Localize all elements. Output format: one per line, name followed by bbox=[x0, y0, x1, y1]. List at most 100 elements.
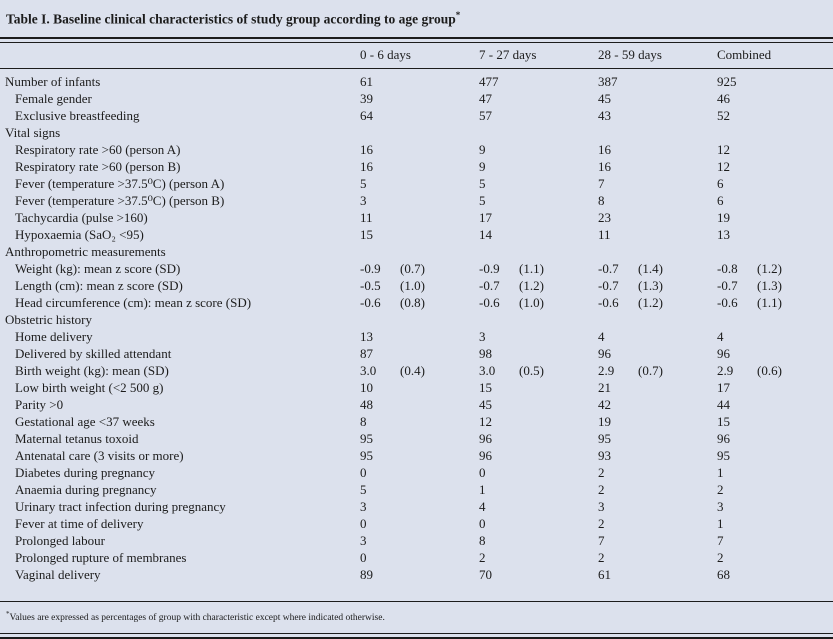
cell-value: 3 bbox=[360, 498, 367, 514]
table-row: Weight (kg): mean z score (SD) -0.9 (0.7) -… bbox=[0, 260, 833, 277]
cell-sd-value bbox=[515, 481, 594, 498]
section-label: Obstetric history bbox=[5, 311, 93, 327]
cell-value: 16 bbox=[360, 141, 373, 157]
cell-value: 1 bbox=[717, 464, 724, 480]
cell-value: 2.9 bbox=[717, 362, 734, 378]
cell-value: 3 bbox=[360, 532, 367, 548]
cell-value: 8 bbox=[479, 532, 486, 548]
row-label: Exclusive breastfeeding bbox=[15, 107, 140, 123]
cell-sd-value: (0.7) bbox=[638, 362, 663, 378]
cell-value: 98 bbox=[479, 345, 492, 361]
table-row: Length (cm): mean z score (SD) -0.5 (1.0) -… bbox=[0, 277, 833, 294]
cell-sd-value: (0.6) bbox=[757, 362, 782, 378]
cell-value: 12 bbox=[717, 141, 730, 157]
cell-value: 8 bbox=[360, 413, 367, 429]
cell-sd-value bbox=[634, 498, 713, 515]
footnote-superscript: * bbox=[6, 609, 10, 618]
cell-sd-value bbox=[753, 379, 833, 396]
cell-value bbox=[356, 124, 396, 141]
cell-sd-value bbox=[634, 345, 713, 362]
cell-sd-value bbox=[753, 73, 833, 90]
section-label: Vital signs bbox=[5, 124, 61, 140]
cell-value: 96 bbox=[717, 430, 730, 446]
row-label: Low birth weight (<2 500 g) bbox=[15, 379, 164, 395]
cell-sd-value bbox=[634, 566, 713, 583]
table-row: Diabetes during pregnancy 0 0 2 1 bbox=[0, 464, 833, 481]
cell-value: 16 bbox=[598, 158, 611, 174]
cell-value: 15 bbox=[479, 379, 492, 395]
cell-sd-value: (1.2) bbox=[638, 294, 663, 310]
cell-value: 2 bbox=[717, 549, 724, 565]
cell-value: 96 bbox=[598, 345, 611, 361]
cell-sd-value bbox=[396, 379, 475, 396]
cell-value: 16 bbox=[598, 141, 611, 157]
row-label: Vaginal delivery bbox=[15, 566, 101, 582]
cell-value: 61 bbox=[598, 566, 611, 582]
table-row: Head circumference (cm): mean z score (S… bbox=[0, 294, 833, 311]
cell-value: 12 bbox=[479, 413, 492, 429]
cell-value: 3.0 bbox=[479, 362, 496, 378]
cell-value bbox=[594, 311, 634, 328]
section-label: Anthropometric measurements bbox=[5, 243, 166, 259]
cell-value: 43 bbox=[598, 107, 611, 123]
cell-sd-value bbox=[634, 107, 713, 124]
cell-value: 13 bbox=[717, 226, 730, 242]
cell-sd-value bbox=[634, 311, 713, 328]
cell-sd-value bbox=[634, 532, 713, 549]
table-row: Prolonged labour 3 8 7 7 bbox=[0, 532, 833, 549]
cell-value: 3 bbox=[479, 328, 486, 344]
row-label: Fever (temperature >37.5⁰C) (person B) bbox=[15, 192, 225, 208]
cell-sd-value bbox=[396, 209, 475, 226]
cell-sd-value: (1.3) bbox=[757, 277, 782, 293]
cell-value: 42 bbox=[598, 396, 611, 412]
cell-sd-value bbox=[753, 464, 833, 481]
cell-sd-value bbox=[634, 379, 713, 396]
cell-sd-value bbox=[515, 515, 594, 532]
cell-value: 93 bbox=[598, 447, 611, 463]
cell-sd-value bbox=[396, 464, 475, 481]
cell-value: 7 bbox=[598, 532, 605, 548]
cell-sd-value bbox=[515, 209, 594, 226]
cell-value: 2 bbox=[598, 481, 605, 497]
row-label: Diabetes during pregnancy bbox=[15, 464, 156, 480]
cell-value: 9 bbox=[479, 158, 486, 174]
cell-value bbox=[594, 243, 634, 260]
cell-sd-value: (1.4) bbox=[638, 260, 663, 276]
table-row: Maternal tetanus toxoid 95 96 95 96 bbox=[0, 430, 833, 447]
row-label: Female gender bbox=[15, 90, 92, 106]
column-header-row: 0 - 6 days 7 - 27 days 28 - 59 days Comb… bbox=[0, 43, 833, 68]
cell-value: 1 bbox=[717, 515, 724, 531]
table-row: Prolonged rupture of membranes 0 2 2 2 bbox=[0, 549, 833, 566]
cell-value: -0.6 bbox=[717, 294, 738, 310]
cell-sd-value bbox=[396, 73, 475, 90]
cell-value: 12 bbox=[717, 158, 730, 174]
cell-sd-value bbox=[753, 209, 833, 226]
cell-sd-value bbox=[515, 566, 594, 583]
cell-sd-value bbox=[634, 430, 713, 447]
row-label: Prolonged labour bbox=[15, 532, 105, 548]
cell-value: 5 bbox=[360, 481, 367, 497]
cell-value: -0.5 bbox=[360, 277, 381, 293]
cell-sd-value bbox=[396, 192, 475, 209]
cell-sd-value bbox=[753, 175, 833, 192]
row-label: Delivered by skilled attendant bbox=[15, 345, 172, 361]
cell-sd-value bbox=[753, 481, 833, 498]
cell-sd-value bbox=[634, 447, 713, 464]
cell-sd-value bbox=[396, 430, 475, 447]
table-row: Tachycardia (pulse >160) 11 17 23 19 bbox=[0, 209, 833, 226]
cell-value: 7 bbox=[717, 532, 724, 548]
cell-sd-value bbox=[396, 175, 475, 192]
row-label: Maternal tetanus toxoid bbox=[15, 430, 139, 446]
cell-sd-value bbox=[515, 430, 594, 447]
cell-value: 4 bbox=[598, 328, 605, 344]
row-label: Fever at time of delivery bbox=[15, 515, 144, 531]
cell-sd-value bbox=[396, 243, 475, 260]
table-row: Respiratory rate >60 (person A) 16 9 16 12 bbox=[0, 141, 833, 158]
table-row: Anaemia during pregnancy 5 1 2 2 bbox=[0, 481, 833, 498]
cell-sd-value bbox=[515, 192, 594, 209]
cell-sd-value bbox=[515, 413, 594, 430]
cell-sd-value bbox=[634, 243, 713, 260]
row-label: Length (cm): mean z score (SD) bbox=[15, 277, 183, 293]
cell-value: 17 bbox=[717, 379, 730, 395]
cell-sd-value bbox=[515, 73, 594, 90]
